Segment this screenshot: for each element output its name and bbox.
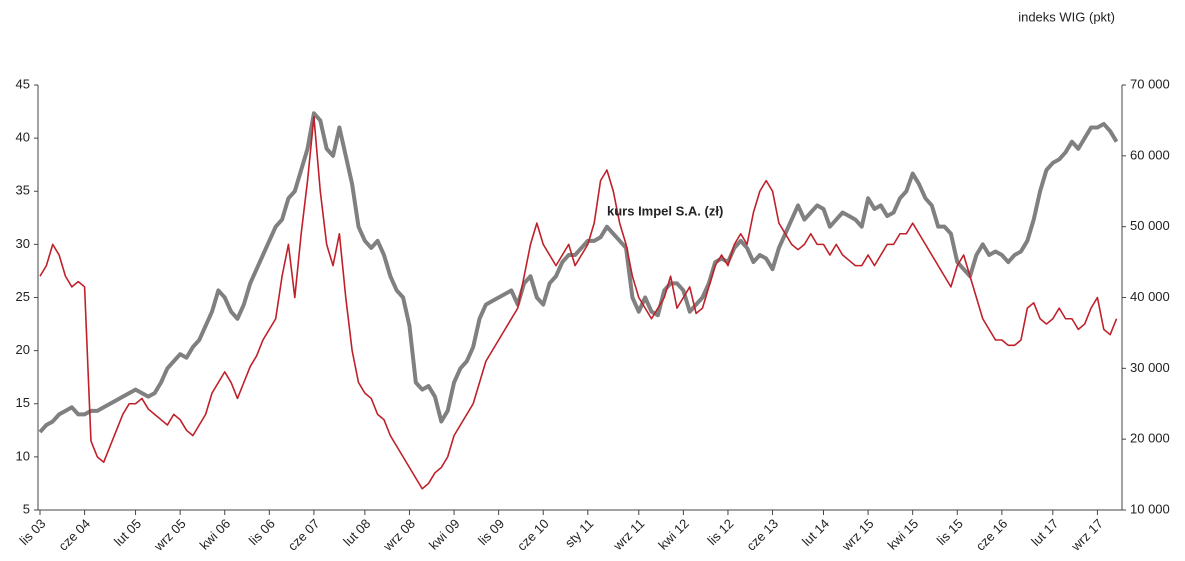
y2-tick-label: 10 000 [1130,501,1170,516]
x-tick-label: lis 12 [704,516,736,548]
x-tick-label: kwi 09 [426,516,463,553]
x-tick-label: wrz 17 [1068,516,1106,554]
x-tick-label: lis 06 [246,516,278,548]
x-tick-label: kwi 06 [197,516,234,553]
y-tick-label: 30 [16,236,30,251]
y2-tick-label: 70 000 [1130,76,1170,91]
x-tick-label: kwi 12 [655,516,692,553]
series-label: kurs Impel S.A. (zł) [607,203,723,218]
y-tick-label: 45 [16,76,30,91]
y2-tick-label: 60 000 [1130,147,1170,162]
y-tick-label: 20 [16,342,30,357]
x-tick-label: lut 08 [340,516,373,549]
x-tick-label: cze 07 [285,516,323,554]
x-tick-label: lut 14 [799,516,832,549]
series-line [38,111,1119,434]
x-tick-label: lis 09 [475,516,507,548]
y2-tick-label: 50 000 [1130,218,1170,233]
y-tick-label: 15 [16,395,30,410]
x-tick-label: wrz 11 [610,516,648,554]
x-tick-label: sty 11 [562,516,596,550]
x-tick-label: kwi 15 [885,516,922,553]
y-tick-label: 35 [16,183,30,198]
x-tick-label: cze 13 [743,516,781,554]
x-tick-label: lut 17 [1028,516,1061,549]
x-tick-label: wrz 08 [380,516,418,554]
x-tick-label: cze 04 [55,516,93,554]
x-tick-label: cze 10 [514,516,552,554]
x-tick-label: lis 03 [16,516,48,548]
x-tick-label: lut 05 [111,516,144,549]
series-line [39,116,1118,490]
y-tick-label: 25 [16,289,30,304]
series-label: indeks WIG (pkt) [1018,9,1115,24]
x-tick-label: lis 15 [934,516,966,548]
y2-tick-label: 20 000 [1130,431,1170,446]
y2-tick-label: 40 000 [1130,289,1170,304]
y-tick-label: 10 [16,448,30,463]
x-tick-label: wrz 05 [150,516,188,554]
x-tick-label: wrz 15 [838,516,876,554]
y2-tick-label: 30 000 [1130,360,1170,375]
y-tick-label: 40 [16,130,30,145]
x-tick-label: cze 16 [973,516,1011,554]
y-tick-label: 5 [23,501,30,516]
